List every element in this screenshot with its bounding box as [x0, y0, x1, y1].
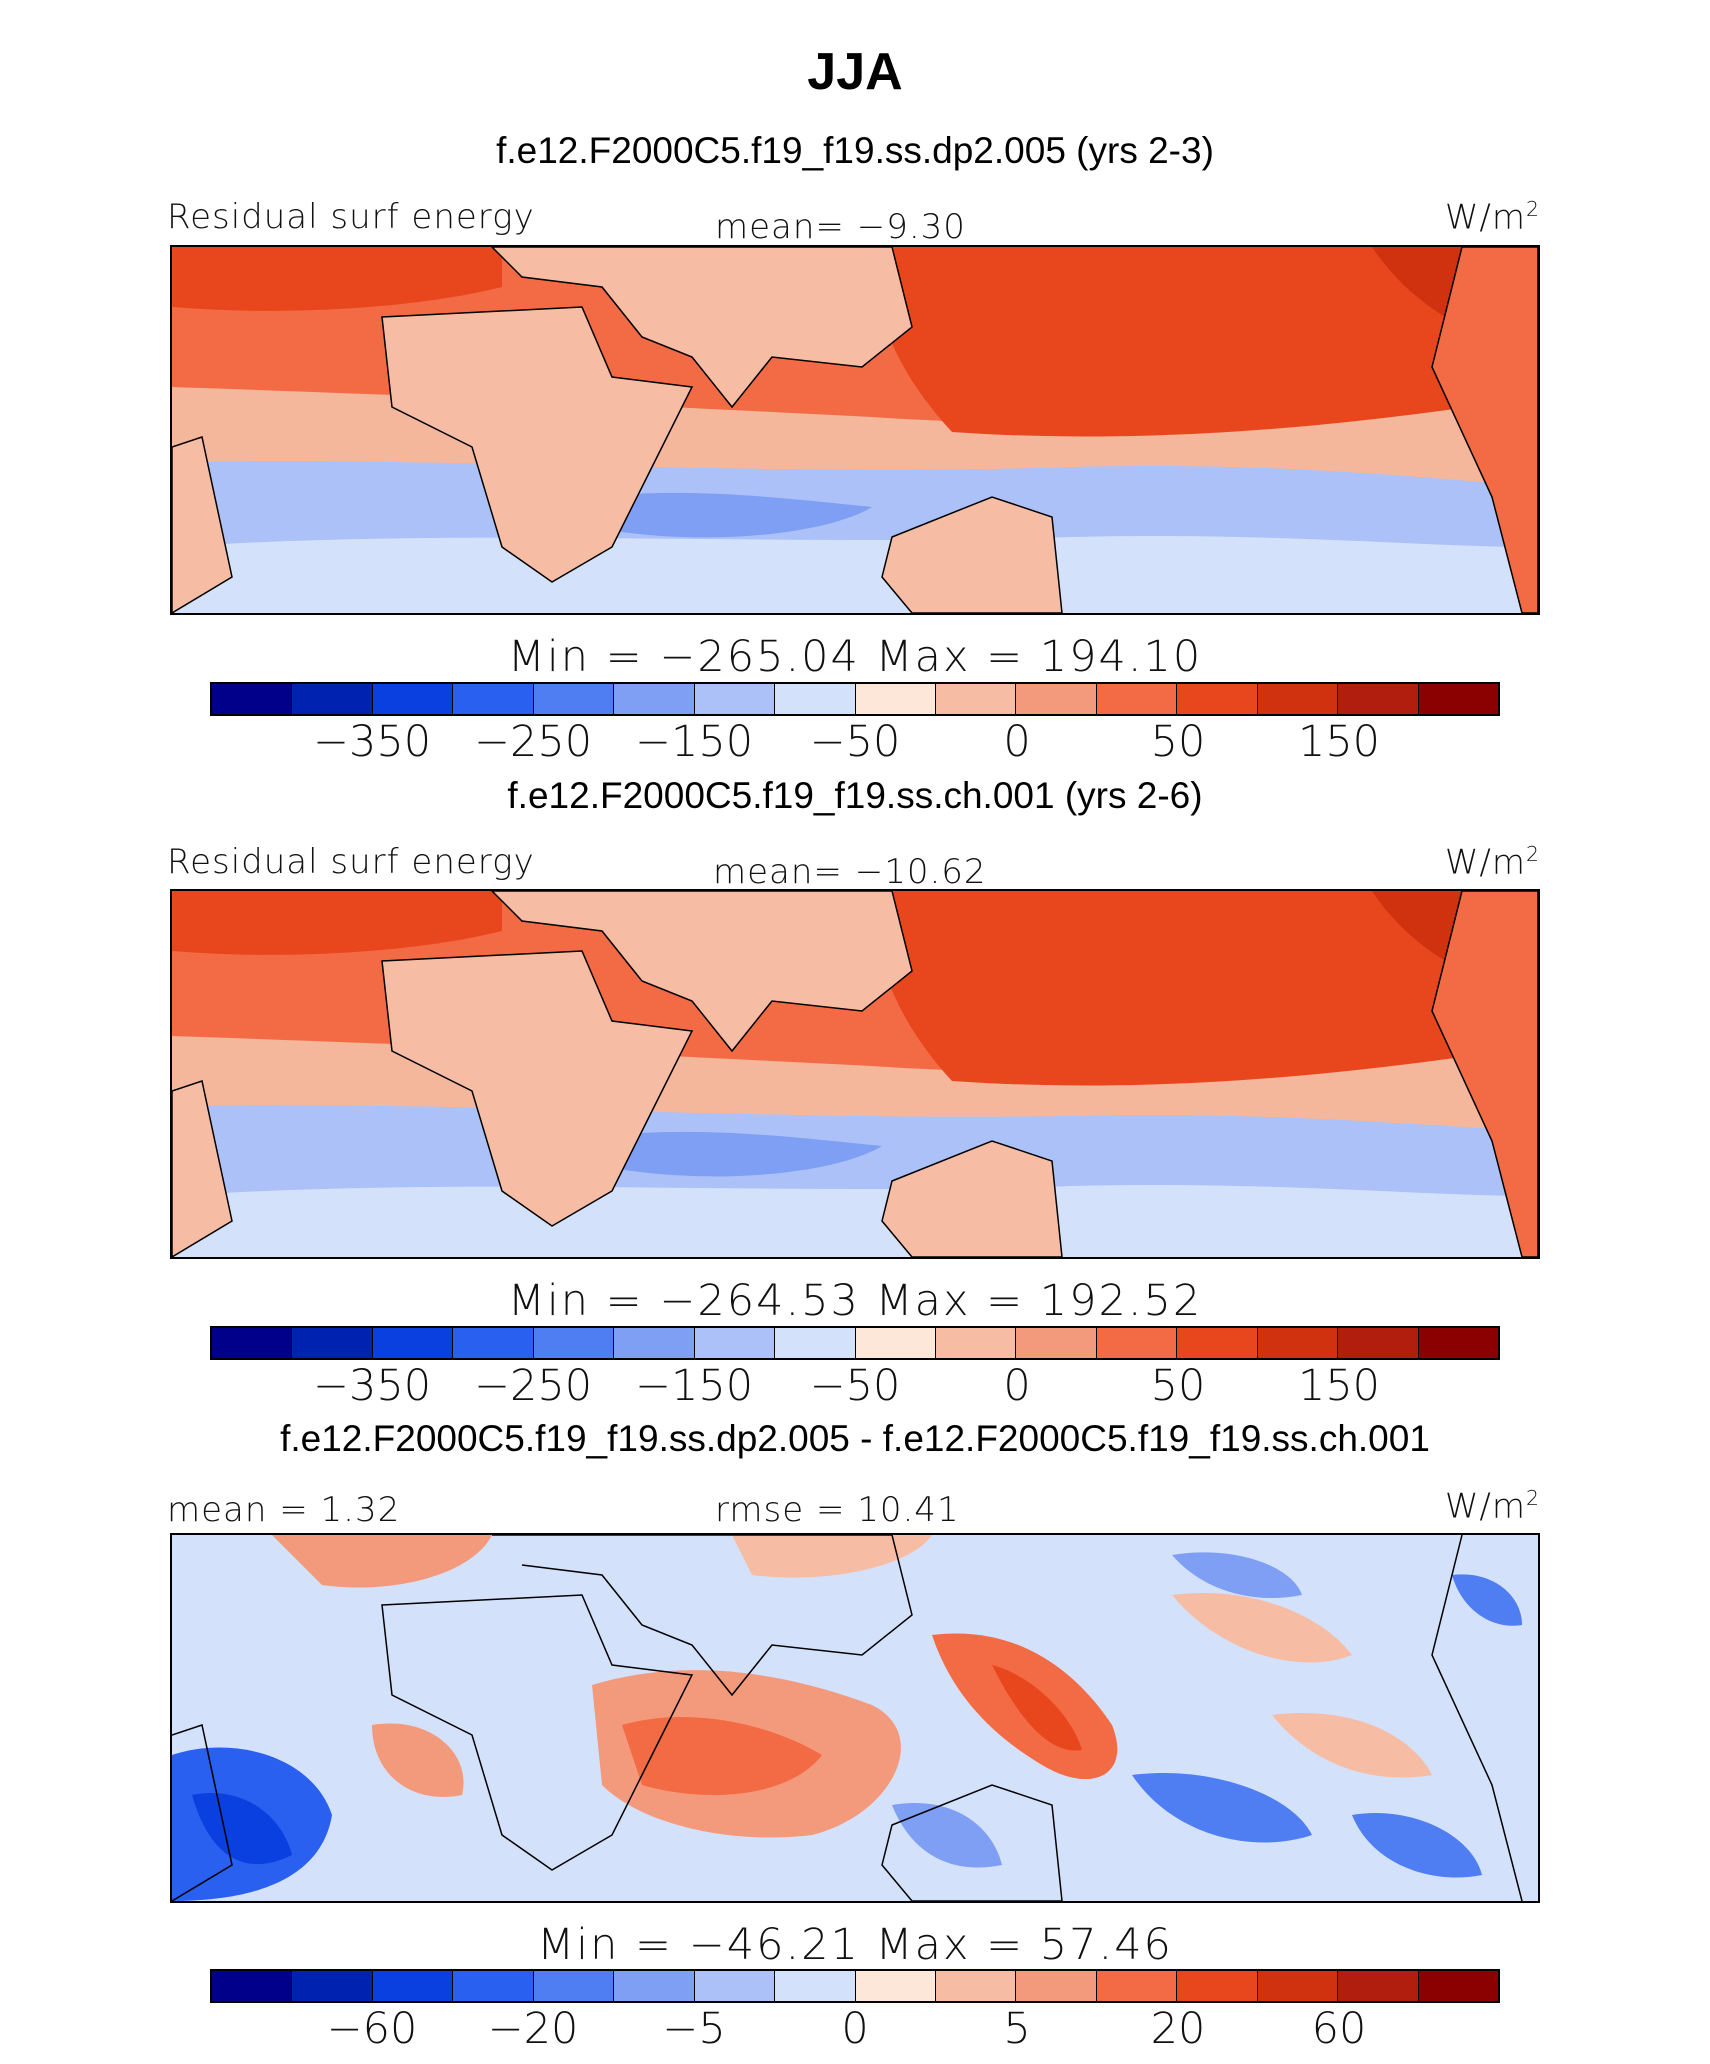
panel-3-tick: 20 [1150, 2004, 1206, 2054]
colorbar-cell [1418, 684, 1498, 714]
colorbar-cell [935, 1328, 1017, 1358]
colorbar-cell [533, 1971, 615, 2001]
panel-1-minmax: Min = −265.04 Max = 194.10 [507, 632, 1203, 682]
colorbar-cell [292, 684, 373, 714]
colorbar-cell [1096, 684, 1178, 714]
colorbar-cell [1016, 684, 1097, 714]
panel-2-case-title: f.e12.F2000C5.f19_f19.ss.ch.001 (yrs 2-6… [507, 775, 1203, 816]
colorbar-cell [212, 1328, 293, 1358]
panel-2-variable-label: Residual surf energy [167, 842, 535, 882]
panel-1-tick: −250 [473, 717, 593, 767]
colorbar-cell [533, 684, 615, 714]
panel-3-case-title: f.e12.F2000C5.f19_f19.ss.dp2.005 - f.e12… [280, 1418, 1430, 1459]
colorbar-cell [1257, 684, 1339, 714]
colorbar-cell [694, 684, 776, 714]
panel-3-rmse-label: rmse = 10.41 [715, 1490, 960, 1530]
colorbar-cell [1096, 1971, 1178, 2001]
colorbar-cell [694, 1971, 776, 2001]
panel-2-tick: −150 [634, 1361, 754, 1411]
colorbar-cell [533, 1328, 615, 1358]
colorbar-cell [453, 1328, 534, 1358]
panel-2-colorbar [210, 1326, 1500, 1360]
colorbar-cell [775, 1328, 856, 1358]
colorbar-cell [1257, 1971, 1339, 2001]
panel-3-tick: −60 [326, 2004, 418, 2054]
colorbar-cell [855, 1971, 936, 2001]
colorbar-cell [1257, 1328, 1339, 1358]
panel-1-tick: 150 [1297, 717, 1381, 767]
colorbar-cell [212, 1971, 293, 2001]
colorbar-cell [775, 1971, 856, 2001]
panel-1-units: W/m2 [1444, 197, 1540, 238]
panel-3-minmax: Min = −46.21 Max = 57.46 [537, 1920, 1173, 1970]
panel-3-tick: 60 [1311, 2004, 1367, 2054]
panel-1-tick: 0 [1003, 717, 1031, 767]
colorbar-cell [453, 684, 534, 714]
panel-3-tick: 5 [1003, 2004, 1031, 2054]
panel-3-map [170, 1533, 1540, 1903]
colorbar-cell [1177, 1328, 1258, 1358]
panel-3-colorbar [210, 1969, 1500, 2003]
colorbar-cell [775, 684, 856, 714]
colorbar-cell [1177, 1971, 1258, 2001]
panel-1-case-title: f.e12.F2000C5.f19_f19.ss.dp2.005 (yrs 2-… [496, 130, 1214, 171]
colorbar-cell [1177, 684, 1258, 714]
colorbar-cell [855, 1328, 936, 1358]
panel-1-tick: −150 [634, 717, 754, 767]
panel-3-units: W/m2 [1444, 1486, 1540, 1527]
panel-2-tick: 0 [1003, 1361, 1031, 1411]
colorbar-cell [372, 684, 454, 714]
panel-1-mean-label: mean= −9.30 [715, 207, 966, 247]
colorbar-cell [453, 1971, 534, 2001]
colorbar-cell [292, 1328, 373, 1358]
colorbar-cell [212, 684, 293, 714]
colorbar-cell [935, 684, 1017, 714]
panel-1-tick: 50 [1150, 717, 1206, 767]
colorbar-cell [372, 1328, 454, 1358]
panel-2-tick: 50 [1150, 1361, 1206, 1411]
panel-3-tick: 0 [841, 2004, 869, 2054]
panel-2-tick: −350 [312, 1361, 432, 1411]
panel-2-minmax: Min = −264.53 Max = 192.52 [507, 1276, 1203, 1326]
colorbar-cell [855, 684, 936, 714]
colorbar-cell [614, 1328, 695, 1358]
panel-2-units: W/m2 [1444, 842, 1540, 883]
colorbar-cell [614, 1971, 695, 2001]
colorbar-cell [1418, 1971, 1498, 2001]
colorbar-cell [935, 1971, 1017, 2001]
figure-title: JJA [807, 43, 903, 101]
panel-1-tick: −350 [312, 717, 432, 767]
colorbar-cell [1338, 684, 1419, 714]
colorbar-cell [292, 1971, 373, 2001]
colorbar-cell [1418, 1328, 1498, 1358]
panel-1-colorbar [210, 682, 1500, 716]
panel-3-tick: −5 [662, 2004, 726, 2054]
colorbar-cell [694, 1328, 776, 1358]
panel-1-tick: −50 [809, 717, 901, 767]
colorbar-cell [1338, 1328, 1419, 1358]
panel-2-map [170, 889, 1540, 1259]
colorbar-cell [1338, 1971, 1419, 2001]
panel-3-mean-label: mean = 1.32 [167, 1490, 401, 1530]
panel-2-mean-label: mean= −10.62 [713, 852, 987, 892]
panel-2-tick: −50 [809, 1361, 901, 1411]
colorbar-cell [1016, 1971, 1097, 2001]
panel-2-tick: 150 [1297, 1361, 1381, 1411]
colorbar-cell [614, 684, 695, 714]
panel-1-variable-label: Residual surf energy [167, 197, 535, 237]
panel-3-tick: −20 [487, 2004, 579, 2054]
panel-1-map [170, 245, 1540, 615]
panel-2-tick: −250 [473, 1361, 593, 1411]
colorbar-cell [372, 1971, 454, 2001]
colorbar-cell [1016, 1328, 1097, 1358]
colorbar-cell [1096, 1328, 1178, 1358]
